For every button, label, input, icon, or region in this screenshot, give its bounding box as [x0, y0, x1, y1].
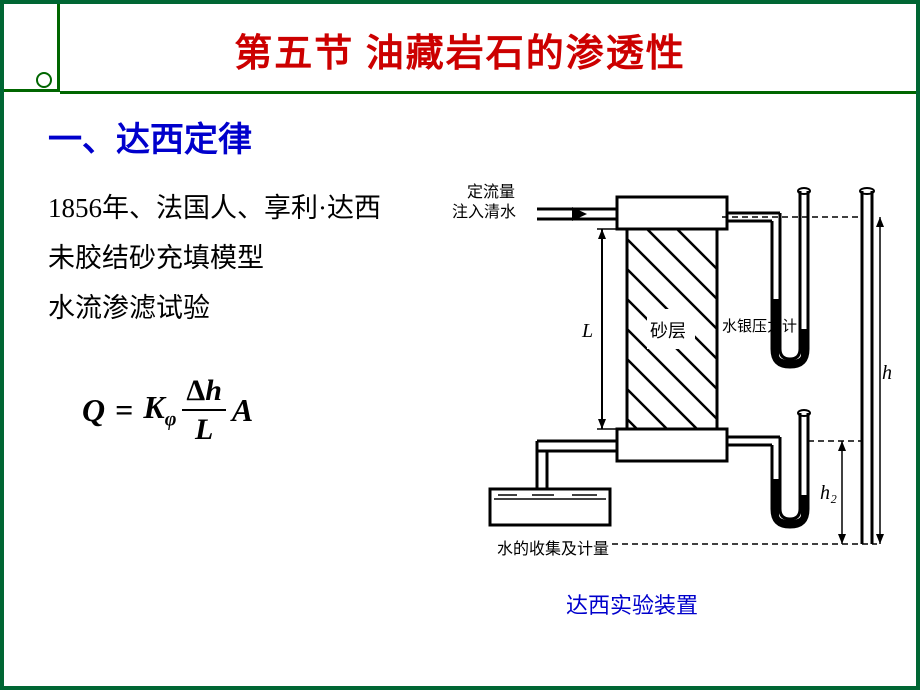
h1-arrow-top [876, 217, 884, 227]
sand-hatching [577, 179, 777, 579]
slide: 第五节 油藏岩石的渗透性 一、达西定律 1856年、法国人、享利·达西 未胶结砂… [4, 4, 916, 686]
slide-title: 第五节 油藏岩石的渗透性 [4, 22, 916, 77]
darcy-apparatus-diagram: 定流量 注入清水 砂层 水银压力计 水的收集及计量 L h₁ h₂ [422, 179, 892, 579]
horizontal-rule [60, 91, 916, 94]
diagram-caption: 达西实验装置 [566, 588, 698, 620]
formula-equals: = [111, 392, 137, 429]
h2-arrow-top [838, 441, 846, 451]
formula-numerator: Δh [182, 374, 226, 411]
h2-arrow-bottom [838, 534, 846, 544]
body-line-2: 未胶结砂充填模型 [48, 236, 264, 275]
formula-K: Kφ [143, 389, 176, 431]
h1-arrow-bottom [876, 534, 884, 544]
formula-denominator: L [195, 411, 213, 446]
label-h2: h₂ [820, 482, 837, 504]
u-tube-lower-outer [780, 413, 800, 519]
formula-Q: Q [82, 392, 105, 429]
label-sand: 砂层 [650, 321, 686, 341]
label-collect: 水的收集及计量 [497, 540, 609, 558]
label-L: L [581, 320, 593, 342]
section-heading: 一、达西定律 [48, 112, 252, 161]
l-arrow-top [598, 229, 606, 239]
cylinder-bottom-cap [617, 429, 727, 461]
formula-A: A [232, 392, 253, 429]
l-arrow-bottom [598, 419, 606, 429]
body-line-3: 水流渗滤试验 [48, 286, 210, 325]
collection-water-lines [494, 495, 606, 499]
darcy-formula: Q = Kφ Δh L A [82, 374, 253, 446]
label-inflow1: 定流量 [467, 183, 515, 201]
label-manometer: 水银压力计 [722, 318, 797, 335]
formula-fraction: Δh L [182, 374, 226, 446]
label-h1: h₁ [882, 362, 892, 384]
cylinder-top-cap [617, 197, 727, 229]
body-line-1: 1856年、法国人、享利·达西 [48, 186, 381, 225]
label-inflow2: 注入清水 [452, 203, 516, 221]
